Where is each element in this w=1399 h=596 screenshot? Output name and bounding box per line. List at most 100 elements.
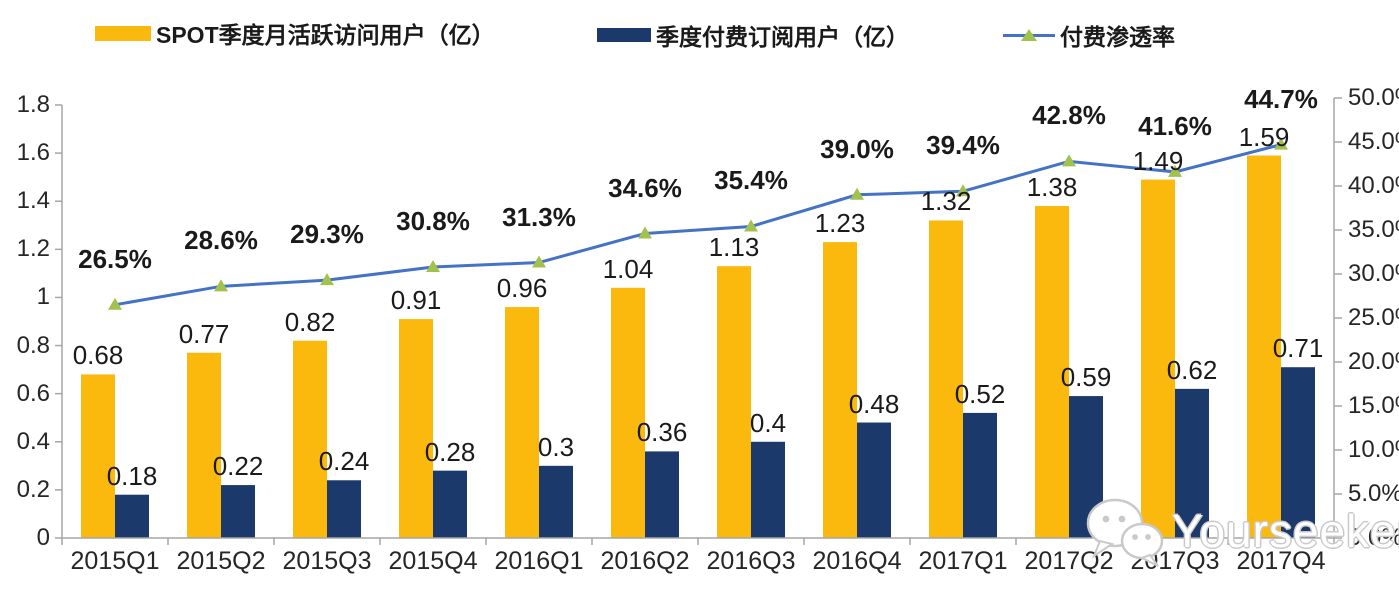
right-axis-tick-label: 15.0% bbox=[1348, 392, 1399, 419]
triangle-marker-icon bbox=[638, 226, 652, 239]
bar-label-mau: 1.49 bbox=[1132, 145, 1184, 176]
legend-label-mau: SPOT季度月活跃访问用户（亿） bbox=[156, 22, 495, 48]
bar-label-subscribers: 0.18 bbox=[106, 460, 158, 491]
triangle-marker-icon bbox=[320, 273, 334, 286]
right-axis-tick-label: 0.0% bbox=[1348, 524, 1399, 551]
bar-mau bbox=[81, 374, 115, 538]
left-axis-tick-label: 0.2 bbox=[16, 475, 50, 503]
bar-subscribers bbox=[645, 451, 679, 538]
triangle-marker-icon bbox=[108, 297, 122, 310]
line-label-penetration: 26.5% bbox=[78, 243, 152, 274]
right-axis-tick-label: 50.0% bbox=[1348, 84, 1399, 111]
line-penetration bbox=[114, 143, 1282, 307]
triangle-marker-icon bbox=[1168, 164, 1182, 177]
left-axis-tick-label: 1 bbox=[36, 283, 50, 311]
right-axis-tick-label: 5.0% bbox=[1348, 480, 1399, 507]
right-axis-tick-label: 45.0% bbox=[1348, 128, 1399, 155]
line-label-penetration: 28.6% bbox=[184, 225, 258, 256]
x-axis-category-label: 2016Q4 bbox=[812, 547, 902, 575]
bar-label-subscribers: 0.71 bbox=[1272, 333, 1324, 364]
x-axis-category-label: 2016Q2 bbox=[600, 547, 690, 575]
bar-label-mau: 0.96 bbox=[496, 273, 548, 304]
legend-swatch-subscribers bbox=[597, 28, 651, 42]
bar-label-mau: 1.59 bbox=[1238, 121, 1290, 152]
x-axis-category-label: 2015Q2 bbox=[176, 547, 266, 575]
x-axis-category-label: 2015Q4 bbox=[388, 547, 478, 575]
left-axis-tick-label: 1.4 bbox=[16, 187, 50, 215]
bar-mau bbox=[1247, 155, 1281, 538]
x-axis-category-label: 2016Q1 bbox=[494, 547, 584, 575]
right-axis-tick-label: 40.0% bbox=[1348, 172, 1399, 199]
bar-label-subscribers: 0.22 bbox=[212, 451, 264, 482]
bar-label-subscribers: 0.62 bbox=[1166, 354, 1218, 385]
triangle-marker-icon bbox=[1062, 154, 1076, 167]
bar-subscribers bbox=[1281, 367, 1315, 538]
triangle-marker-icon bbox=[850, 187, 864, 200]
line-label-penetration: 39.0% bbox=[820, 133, 894, 164]
legend-item-mau: SPOT季度月活跃访问用户（亿） bbox=[95, 19, 495, 48]
left-axis-tick-label: 0 bbox=[36, 524, 50, 551]
bar-mau bbox=[929, 220, 963, 538]
line-label-penetration: 44.7% bbox=[1244, 83, 1318, 114]
bar-label-mau: 1.32 bbox=[920, 186, 972, 217]
watermark-text: Yourseeker bbox=[1172, 505, 1399, 557]
bar-subscribers bbox=[857, 422, 891, 538]
legend-item-penetration: 付费渗透率 bbox=[1003, 21, 1175, 50]
bar-label-subscribers: 0.4 bbox=[749, 407, 787, 438]
line-label-penetration: 41.6% bbox=[1138, 110, 1212, 141]
x-axis-category-label: 2015Q3 bbox=[282, 547, 372, 575]
left-axis-tick-label: 1.2 bbox=[16, 235, 50, 263]
legend-swatch-mau bbox=[95, 25, 151, 41]
bar-subscribers bbox=[221, 485, 255, 538]
left-axis-tick-label: 1.8 bbox=[16, 91, 50, 118]
bar-subscribers bbox=[327, 480, 361, 538]
line-label-penetration: 30.8% bbox=[396, 205, 470, 236]
bar-label-mau: 1.04 bbox=[602, 253, 654, 284]
right-axis-tick-label: 20.0% bbox=[1348, 348, 1399, 375]
bar-mau bbox=[399, 319, 433, 538]
bar-mau bbox=[611, 287, 645, 538]
line-label-penetration: 39.4% bbox=[926, 130, 1000, 161]
bar-mau bbox=[187, 352, 221, 538]
legend-item-subscribers: 季度付费订阅用户（亿） bbox=[597, 21, 909, 50]
wechat-icon bbox=[1086, 498, 1164, 567]
x-axis-category-label: 2016Q3 bbox=[706, 547, 796, 575]
bar-mau bbox=[717, 266, 751, 538]
bar-label-mau: 1.38 bbox=[1026, 172, 1078, 203]
bar-label-subscribers: 0.52 bbox=[954, 378, 1006, 409]
legend-line-marker bbox=[1003, 27, 1055, 43]
line-label-penetration: 42.8% bbox=[1032, 100, 1106, 131]
line-label-penetration: 34.6% bbox=[608, 172, 682, 203]
bar-label-subscribers: 0.36 bbox=[636, 417, 688, 448]
triangle-marker-icon bbox=[1021, 29, 1037, 41]
bar-label-subscribers: 0.48 bbox=[848, 388, 900, 419]
triangle-marker-icon bbox=[1274, 137, 1288, 150]
bar-label-mau: 1.23 bbox=[814, 208, 866, 239]
legend-label-penetration: 付费渗透率 bbox=[1060, 24, 1175, 50]
bar-subscribers bbox=[751, 441, 785, 538]
bar-mau bbox=[293, 340, 327, 538]
left-axis-tick-label: 0.6 bbox=[16, 379, 50, 407]
left-axis-tick-label: 0.8 bbox=[16, 331, 50, 359]
bar-subscribers bbox=[433, 470, 467, 538]
bar-subscribers bbox=[1175, 388, 1209, 538]
bar-subscribers bbox=[539, 465, 573, 538]
triangle-marker-icon bbox=[532, 255, 546, 268]
right-axis-tick-label: 35.0% bbox=[1348, 216, 1399, 243]
bar-label-mau: 0.82 bbox=[284, 306, 336, 337]
legend-label-subscribers: 季度付费订阅用户（亿） bbox=[656, 24, 909, 50]
x-axis-category-label: 2017Q4 bbox=[1236, 547, 1326, 575]
bar-mau bbox=[505, 307, 539, 538]
right-axis-tick-label: 30.0% bbox=[1348, 260, 1399, 287]
bar-label-subscribers: 0.3 bbox=[537, 431, 575, 462]
bar-subscribers bbox=[963, 412, 997, 538]
bar-label-mau: 0.68 bbox=[72, 340, 124, 371]
right-axis-tick-label: 10.0% bbox=[1348, 436, 1399, 463]
bar-label-mau: 1.13 bbox=[708, 232, 760, 263]
x-axis-category-label: 2015Q1 bbox=[70, 547, 160, 575]
bar-mau bbox=[1035, 206, 1069, 539]
x-axis-category-label: 2017Q1 bbox=[918, 547, 1008, 575]
bar-label-subscribers: 0.28 bbox=[424, 436, 476, 467]
